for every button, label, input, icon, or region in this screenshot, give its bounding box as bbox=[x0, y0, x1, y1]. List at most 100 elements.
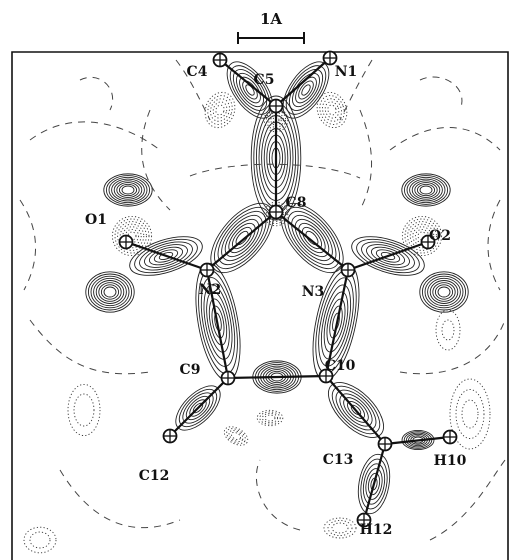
lone-pair-contour bbox=[103, 173, 153, 207]
lone-pair-contour bbox=[298, 80, 314, 100]
atom-o2: O2 bbox=[420, 228, 451, 250]
negative-contour bbox=[119, 223, 145, 249]
negative-contour bbox=[327, 520, 353, 536]
bond-density-contour bbox=[331, 385, 381, 435]
negative-contour bbox=[319, 95, 345, 125]
negative-contour bbox=[322, 98, 342, 122]
lone-pair-contour bbox=[403, 175, 449, 205]
negative-contour bbox=[228, 430, 244, 442]
lone-pair-contour bbox=[113, 180, 143, 200]
lone-pair-contour bbox=[93, 277, 127, 307]
atom-label: C8 bbox=[286, 195, 307, 211]
negative-contour bbox=[256, 409, 284, 427]
lone-pair-contour bbox=[232, 69, 268, 111]
lone-pair-contour bbox=[429, 280, 459, 304]
negative-contour bbox=[223, 426, 249, 446]
atom-c12: C12 bbox=[139, 428, 178, 484]
lone-pair-contour bbox=[292, 72, 320, 108]
negative-contour bbox=[67, 383, 101, 437]
bond-density-contour bbox=[284, 206, 340, 270]
lone-pair-contour bbox=[103, 286, 117, 298]
lone-pair-contour bbox=[121, 185, 135, 195]
bond-density-contour bbox=[329, 305, 343, 339]
negative-contour bbox=[226, 428, 246, 444]
negative-contour bbox=[264, 414, 276, 422]
bond-line bbox=[347, 240, 429, 272]
negative-contour bbox=[441, 319, 455, 341]
bond-density-contour bbox=[360, 458, 388, 510]
negative-contour bbox=[127, 231, 137, 241]
atom-c4: C4 bbox=[187, 52, 228, 80]
bond-density-contour bbox=[134, 238, 198, 274]
atom-label: C12 bbox=[139, 468, 170, 484]
bond-line bbox=[219, 59, 277, 107]
lone-pair-contour bbox=[87, 273, 133, 311]
zero-contour bbox=[389, 127, 501, 151]
lone-pair-contour bbox=[406, 176, 446, 204]
lone-pair-contour bbox=[118, 183, 138, 197]
negative-contour bbox=[204, 91, 236, 129]
bond-line bbox=[206, 211, 277, 271]
negative-contour bbox=[207, 95, 233, 125]
negative-contour bbox=[114, 218, 150, 254]
atom-n1: N1 bbox=[322, 50, 358, 80]
bond-density-contour bbox=[129, 236, 203, 276]
negative-contour bbox=[73, 393, 95, 427]
bond-density-contour bbox=[401, 429, 435, 451]
zero-contour bbox=[59, 469, 181, 529]
negative-contour bbox=[404, 218, 440, 254]
negative-contour bbox=[212, 101, 228, 119]
atom-label: N1 bbox=[335, 64, 358, 80]
atom-h10: H10 bbox=[434, 429, 467, 469]
bond-line bbox=[275, 211, 349, 271]
lone-pair-contour bbox=[432, 282, 456, 302]
negative-contour bbox=[407, 221, 437, 251]
atom-label: N3 bbox=[302, 284, 325, 300]
lone-pair-contour bbox=[105, 175, 151, 205]
bond-density-contour bbox=[351, 236, 425, 276]
lone-pair-contour bbox=[100, 284, 120, 300]
negative-contour bbox=[323, 517, 357, 539]
negative-contour bbox=[401, 215, 443, 257]
negative-contour bbox=[455, 389, 485, 439]
lone-pair-contour bbox=[419, 271, 469, 313]
lone-pair-contour bbox=[424, 275, 464, 309]
zero-contour bbox=[29, 121, 161, 151]
lone-pair-contour bbox=[416, 183, 436, 197]
bond-lines bbox=[125, 57, 451, 521]
lone-pair-contour bbox=[421, 273, 467, 311]
zero-contour bbox=[359, 109, 372, 211]
atom-label: C13 bbox=[323, 452, 354, 468]
negative-contour bbox=[324, 101, 340, 119]
atom-label: O1 bbox=[85, 212, 107, 228]
atom-c10: C10 bbox=[318, 358, 356, 384]
zero-contour bbox=[419, 76, 463, 111]
bond-density-contour bbox=[380, 251, 396, 261]
bond-density-contour bbox=[332, 312, 340, 332]
bond-line bbox=[362, 443, 387, 521]
bond-line bbox=[324, 269, 350, 377]
lone-pair-contour bbox=[245, 84, 255, 96]
atom-label: H10 bbox=[434, 453, 467, 469]
lone-pair-contour bbox=[301, 84, 311, 96]
bond-density-contour bbox=[250, 95, 302, 221]
zero-contour bbox=[339, 59, 373, 121]
lone-pair-contour bbox=[427, 277, 461, 307]
scale-bar-label: 1A bbox=[260, 10, 282, 28]
zero-contour bbox=[79, 76, 114, 111]
negative-contour bbox=[461, 399, 479, 429]
atom-label: N2 bbox=[199, 282, 222, 298]
zero-contour bbox=[189, 163, 361, 179]
negative-contour bbox=[259, 411, 281, 425]
bond-density-contour bbox=[158, 251, 174, 261]
bond-density-contour bbox=[375, 249, 401, 263]
negative-contour bbox=[331, 522, 349, 534]
bond-density-contour bbox=[153, 249, 179, 263]
lone-pair-contour bbox=[411, 180, 441, 200]
negative-contour bbox=[449, 378, 491, 450]
zero-contour bbox=[255, 459, 301, 531]
atom-label: C10 bbox=[325, 358, 356, 374]
atom-c8: C8 bbox=[268, 195, 307, 220]
negative-contour bbox=[327, 104, 337, 116]
